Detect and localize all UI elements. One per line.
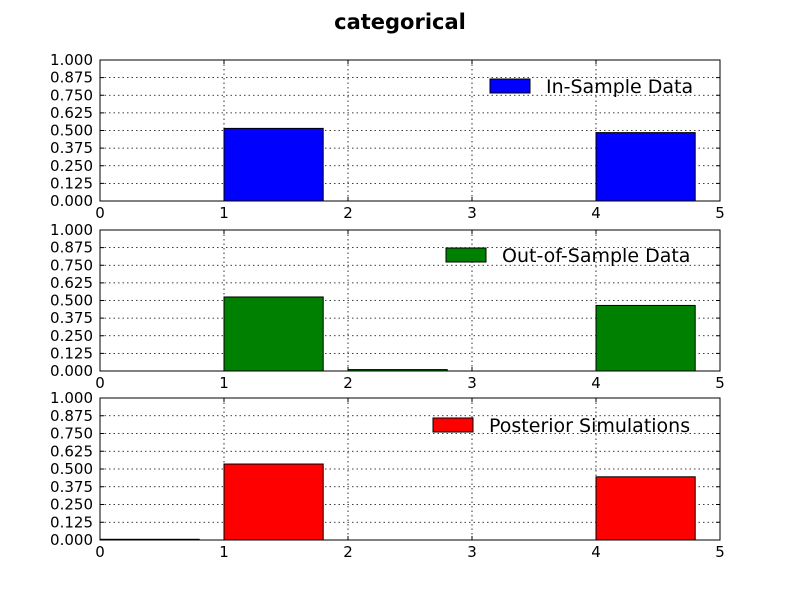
- y-tick-label: 0.375: [50, 478, 93, 496]
- y-tick-label: 0.375: [50, 139, 93, 157]
- bar-in-sample-data-4: [595, 132, 696, 202]
- legend-label: In-Sample Data: [546, 76, 693, 98]
- x-tick-label: 5: [715, 543, 725, 561]
- bar-posterior-simulations-1: [223, 463, 324, 541]
- x-tick-label: 5: [715, 374, 725, 392]
- bar-out-of-sample-data-1: [223, 296, 324, 372]
- y-tick-label: 0.375: [50, 309, 93, 327]
- y-tick-label: 0.500: [50, 460, 93, 478]
- panel-2: 0.0000.1250.2500.3750.5000.6250.7500.875…: [50, 221, 725, 392]
- bar-posterior-simulations-4: [595, 476, 696, 541]
- x-tick-label: 1: [219, 543, 229, 561]
- x-tick-label: 5: [715, 204, 725, 222]
- y-tick-label: 0.125: [50, 513, 93, 531]
- y-tick-label: 0.250: [50, 157, 93, 175]
- panel-1: 0.0000.1250.2500.3750.5000.6250.7500.875…: [50, 51, 725, 222]
- y-tick-label: 0.625: [50, 442, 93, 460]
- x-tick-label: 0: [95, 543, 105, 561]
- x-tick-label: 0: [95, 204, 105, 222]
- y-tick-label: 0.125: [50, 344, 93, 362]
- y-tick-label: 0.250: [50, 496, 93, 514]
- x-tick-label: 0: [95, 374, 105, 392]
- chart-title: categorical: [334, 10, 466, 34]
- x-tick-label: 2: [343, 204, 353, 222]
- y-tick-label: 0.750: [50, 86, 93, 104]
- x-tick-label: 3: [467, 543, 477, 561]
- x-tick-label: 3: [467, 204, 477, 222]
- y-tick-label: 1.000: [50, 51, 93, 69]
- y-tick-label: 0.875: [50, 239, 93, 257]
- legend-label: Out-of-Sample Data: [502, 245, 690, 267]
- bar-in-sample-data-1: [223, 127, 324, 202]
- panel-3: 0.0000.1250.2500.3750.5000.6250.7500.875…: [50, 389, 725, 561]
- x-tick-label: 1: [219, 374, 229, 392]
- legend-swatch: [489, 78, 531, 94]
- legend-swatch: [432, 417, 474, 433]
- y-tick-label: 1.000: [50, 389, 93, 407]
- y-tick-label: 0.875: [50, 69, 93, 87]
- legend-label: Posterior Simulations: [489, 415, 690, 437]
- y-tick-label: 0.125: [50, 174, 93, 192]
- legend-swatch: [445, 247, 487, 263]
- y-tick-label: 0.750: [50, 256, 93, 274]
- y-tick-label: 0.500: [50, 292, 93, 310]
- y-tick-label: 0.000: [50, 531, 93, 549]
- y-tick-label: 0.500: [50, 122, 93, 140]
- x-tick-label: 3: [467, 374, 477, 392]
- y-tick-label: 0.875: [50, 407, 93, 425]
- y-tick-label: 0.750: [50, 425, 93, 443]
- y-tick-label: 0.625: [50, 274, 93, 292]
- y-tick-label: 1.000: [50, 221, 93, 239]
- y-tick-label: 0.625: [50, 104, 93, 122]
- y-tick-label: 0.000: [50, 362, 93, 380]
- y-tick-label: 0.000: [50, 192, 93, 210]
- x-tick-label: 4: [591, 543, 601, 561]
- bar-out-of-sample-data-4: [595, 304, 696, 372]
- x-tick-label: 4: [591, 374, 601, 392]
- x-tick-label: 2: [343, 374, 353, 392]
- x-tick-label: 4: [591, 204, 601, 222]
- x-tick-label: 1: [219, 204, 229, 222]
- x-tick-label: 2: [343, 543, 353, 561]
- y-tick-label: 0.250: [50, 327, 93, 345]
